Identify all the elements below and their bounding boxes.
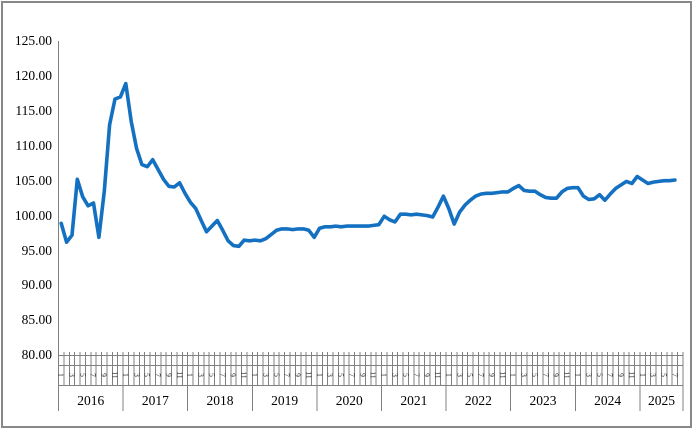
month-tick-label: 7 <box>476 373 486 377</box>
month-tick-label: 7 <box>88 373 98 377</box>
month-tick-label: 11 <box>175 371 185 379</box>
month-tick-grid <box>58 352 684 386</box>
series-polyline <box>59 81 677 249</box>
y-axis-tick-label: 125.00 <box>14 33 52 48</box>
year-label: 2021 <box>400 393 428 408</box>
month-tick-label: 9 <box>616 373 626 377</box>
y-axis-tick-label: 115.00 <box>15 102 52 118</box>
month-tick-label: 3 <box>196 373 206 377</box>
y-axis-tick-label: 110.00 <box>15 137 52 153</box>
month-tick-label: 11 <box>110 371 120 379</box>
month-tick-label: 1 <box>56 373 66 377</box>
y-axis-tick-label: 95.00 <box>21 242 52 258</box>
month-tick-label: 5 <box>530 373 540 377</box>
month-tick-label: 3 <box>519 373 529 377</box>
month-tick-label: 11 <box>562 371 572 379</box>
month-tick-label: 9 <box>99 373 109 377</box>
month-tick-label: 9 <box>422 373 432 377</box>
y-axis-tick-label: 105.00 <box>14 172 52 188</box>
month-tick-label: 1 <box>444 373 454 377</box>
month-tick-label: 3 <box>455 373 465 377</box>
year-label: 2022 <box>464 393 492 408</box>
month-tick-label: 1 <box>121 373 131 377</box>
month-tick-label: 9 <box>358 373 368 377</box>
year-label: 2023 <box>529 393 557 408</box>
month-tick-label: 7 <box>605 373 615 377</box>
month-tick-label: 11 <box>627 371 637 379</box>
month-tick-label: 3 <box>390 373 400 377</box>
month-tick-label: 3 <box>261 373 271 377</box>
month-tick-label: 7 <box>412 373 421 377</box>
month-tick-label: 5 <box>401 373 411 377</box>
month-tick-label: 9 <box>551 373 561 377</box>
month-tick-label: 5 <box>142 373 152 377</box>
month-tick-label: 9 <box>164 373 174 377</box>
month-tick-label: 1 <box>508 373 518 377</box>
month-tick-label: 11 <box>304 371 314 379</box>
month-tick-label: 1 <box>379 373 389 377</box>
month-tick-label: 1 <box>315 373 325 377</box>
month-tick-label: 5 <box>207 373 217 377</box>
month-tick-label: 1 <box>573 373 583 377</box>
year-label: 2018 <box>206 393 234 408</box>
month-tick-label: 3 <box>648 373 658 377</box>
month-tick-label: 5 <box>465 373 475 377</box>
month-tick-label: 7 <box>541 373 551 377</box>
y-axis-tick-label: 120.00 <box>14 67 52 83</box>
month-tick-label: 5 <box>78 373 88 377</box>
month-tick-label: 1 <box>185 373 195 377</box>
month-tick-label: 1 <box>638 373 648 377</box>
month-tick-label: 9 <box>228 373 238 377</box>
y-axis-tick-label: 90.00 <box>21 277 52 293</box>
y-axis-tick-label: 80.00 <box>21 347 52 363</box>
month-tick-label: 11 <box>239 371 249 379</box>
month-tick-label: 11 <box>498 371 508 379</box>
data-series-line <box>59 81 677 249</box>
month-tick-label: 11 <box>368 371 378 379</box>
month-tick-label: 7 <box>153 373 163 377</box>
month-tick-label: 7 <box>218 373 228 377</box>
year-label: 2019 <box>271 393 299 408</box>
month-tick-label: 5 <box>272 373 282 377</box>
year-label: 2025 <box>647 393 675 408</box>
month-tick-label: 9 <box>293 373 303 377</box>
y-axis-tick-label: 100.00 <box>14 207 52 223</box>
month-tick-label: 3 <box>132 373 142 377</box>
month-tick-label: 1 <box>250 373 260 377</box>
month-tick-label: 3 <box>67 373 77 377</box>
month-tick-label: 5 <box>659 373 669 377</box>
year-label: 2017 <box>141 393 169 408</box>
month-tick-label: 7 <box>670 373 680 377</box>
chart-frame <box>1 1 692 428</box>
year-label: 2020 <box>335 393 363 408</box>
year-label: 2024 <box>594 393 622 408</box>
month-tick-label: 5 <box>595 373 605 377</box>
month-tick-label: 3 <box>325 373 335 377</box>
month-tick-label: 9 <box>487 373 497 377</box>
month-tick-label: 7 <box>347 373 357 377</box>
month-tick-label: 7 <box>282 373 292 377</box>
y-axis-tick-label: 85.00 <box>21 312 52 328</box>
month-tick-label: 11 <box>433 371 443 379</box>
year-divider-lines <box>58 352 684 411</box>
month-tick-label: 3 <box>584 373 594 377</box>
year-label: 2016 <box>77 393 105 408</box>
month-tick-label: 5 <box>336 373 346 377</box>
